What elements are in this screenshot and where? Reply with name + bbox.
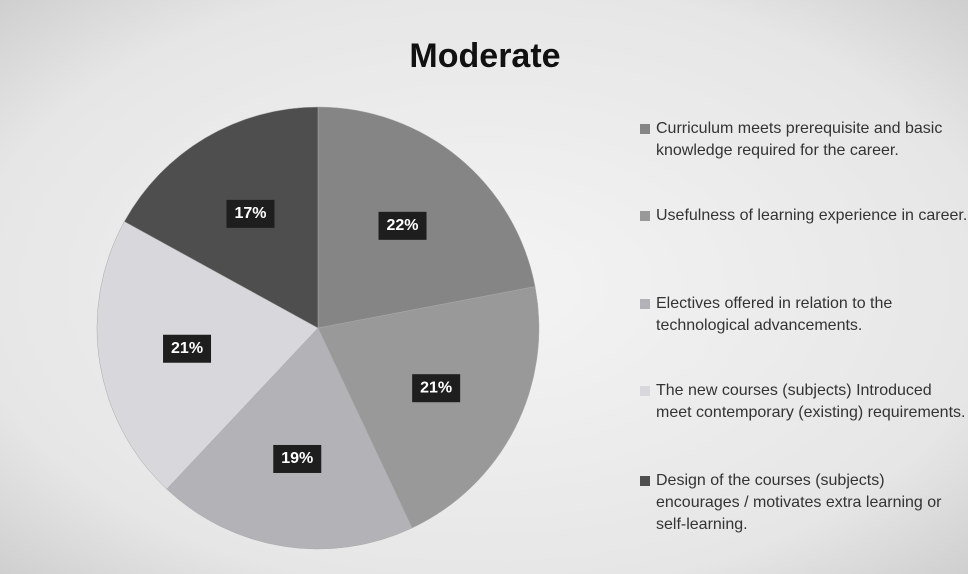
- legend-swatch: [640, 386, 650, 396]
- data-label-box: [273, 444, 322, 473]
- chart-title: Moderate: [409, 37, 560, 75]
- pie-slice: [317, 106, 536, 329]
- legend-swatch: [640, 124, 650, 134]
- pie-slice: [166, 327, 413, 550]
- legend-swatch: [640, 211, 650, 221]
- legend-label: Design of the courses (subjects) encoura…: [656, 472, 942, 533]
- data-label-box: [412, 374, 461, 403]
- legend-entry: The new courses (subjects) Introduced me…: [640, 380, 968, 424]
- data-label: 17%: [234, 205, 266, 222]
- data-label-box: [378, 211, 427, 240]
- legend-entry: Design of the courses (subjects) encoura…: [640, 470, 968, 536]
- pie-slice: [123, 106, 319, 329]
- legend-label: Curriculum meets prerequisite and basic …: [656, 120, 943, 159]
- data-label: 19%: [281, 450, 313, 467]
- legend-entry: Electives offered in relation to the tec…: [640, 293, 968, 337]
- data-label: 21%: [171, 340, 203, 357]
- legend-swatch: [640, 299, 650, 309]
- legend-entry: Curriculum meets prerequisite and basic …: [640, 118, 968, 162]
- legend-label: Usefulness of learning experience in car…: [656, 207, 968, 224]
- legend-entry: Usefulness of learning experience in car…: [640, 205, 968, 227]
- legend-label: The new courses (subjects) Introduced me…: [656, 382, 966, 421]
- data-label: 21%: [420, 379, 452, 396]
- data-label: 22%: [387, 217, 419, 234]
- legend-swatch: [640, 476, 650, 486]
- data-label-box: [226, 199, 275, 228]
- data-label-box: [163, 334, 212, 363]
- legend-label: Electives offered in relation to the tec…: [656, 295, 893, 334]
- pie-slice: [317, 286, 540, 529]
